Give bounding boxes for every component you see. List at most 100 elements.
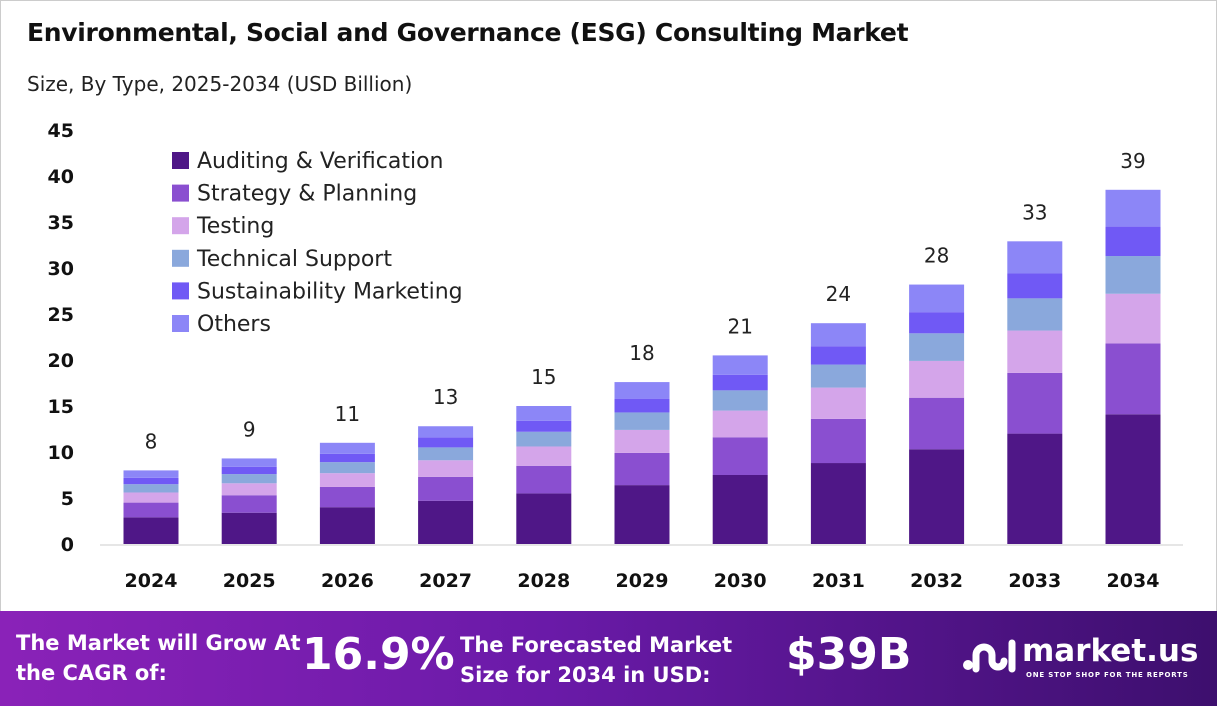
bar-segment [909, 312, 965, 334]
bar-segment [810, 463, 866, 544]
y-tick-label: 10 [48, 442, 74, 464]
bar-segment [1007, 372, 1063, 434]
legend-swatch [172, 282, 189, 300]
legend-swatch [172, 184, 189, 202]
bar-segment [516, 431, 572, 447]
bar-segment [614, 485, 670, 544]
bar-segment [810, 418, 866, 464]
bar-segment [123, 470, 179, 478]
logo-name: market.us [1022, 633, 1199, 669]
y-tick-label: 25 [48, 304, 74, 326]
bar-segment [712, 437, 768, 475]
cagr-label: The Market will Grow At the CAGR of: [16, 631, 301, 685]
bar-segment [1105, 414, 1161, 544]
bar-segment [516, 493, 572, 544]
bar-segment [712, 390, 768, 411]
bar-segment [1007, 433, 1063, 544]
y-tick-label: 45 [48, 120, 74, 142]
legend-label: Strategy & Planning [197, 182, 417, 207]
bar-segment [909, 284, 965, 313]
bar-chart: 0510152025303540458202492025112026132027… [48, 120, 1183, 592]
bar-segment [418, 460, 474, 477]
bar-segment [1105, 293, 1161, 344]
bar-segment [221, 483, 277, 496]
bar-segment [221, 495, 277, 513]
bar-segment [712, 475, 768, 544]
legend-label: Sustainability Marketing [197, 279, 463, 304]
bar-segment [909, 449, 965, 544]
y-tick-label: 40 [48, 166, 74, 188]
total-label: 33 [1022, 200, 1047, 224]
legend-label: Auditing & Verification [197, 149, 443, 174]
x-tick-label: 2031 [812, 570, 865, 592]
legend-swatch [172, 152, 189, 169]
x-tick-label: 2028 [517, 570, 570, 592]
x-tick-label: 2029 [616, 570, 669, 592]
bar-segment [614, 429, 670, 453]
x-tick-label: 2027 [419, 570, 472, 592]
y-tick-label: 30 [48, 258, 74, 280]
bar-segment [123, 477, 179, 485]
bar-segment [123, 517, 179, 544]
market-us-logo-icon [963, 639, 1016, 673]
total-label: 21 [727, 314, 752, 338]
bar-segment [1105, 343, 1161, 415]
bar-segment [1105, 189, 1161, 227]
bar-segment [810, 364, 866, 388]
bar-segment [221, 474, 277, 484]
bar-segment [1007, 273, 1063, 299]
bar-segment [123, 502, 179, 518]
total-label: 8 [145, 429, 158, 453]
total-label: 24 [826, 282, 851, 306]
bar-segment [712, 410, 768, 438]
bar-segment [319, 442, 375, 454]
bar-segment [712, 374, 768, 391]
total-label: 13 [433, 385, 458, 409]
bar-segment [319, 486, 375, 508]
bar-segment [221, 458, 277, 467]
legend-label: Others [197, 312, 271, 337]
bar-segment [319, 462, 375, 474]
total-label: 28 [924, 244, 949, 268]
bar-segment [418, 500, 474, 544]
bar-segment [516, 465, 572, 494]
chart-subtitle: Size, By Type, 2025-2034 (USD Billion) [27, 72, 413, 96]
logo-tagline: ONE STOP SHOP FOR THE REPORTS [1026, 671, 1189, 679]
bar-segment [909, 397, 965, 450]
y-tick-label: 35 [48, 212, 74, 234]
y-tick-label: 20 [48, 350, 74, 372]
bar-segment [516, 446, 572, 466]
bar-segment [418, 447, 474, 461]
bar-segment [221, 512, 277, 544]
chart-title: Environmental, Social and Governance (ES… [27, 18, 909, 47]
forecast-label: The Forecasted Market Size for 2034 in U… [460, 633, 733, 687]
x-tick-label: 2024 [125, 570, 178, 592]
bar-segment [614, 452, 670, 486]
legend-label: Testing [196, 214, 274, 239]
bar-segment [1007, 330, 1063, 373]
bar-segment [221, 466, 277, 475]
bar-segment [418, 426, 474, 438]
bar-segment [1105, 256, 1161, 294]
bar-segment [1007, 241, 1063, 274]
bar-segment [614, 398, 670, 413]
bar-segment [516, 406, 572, 421]
legend-label: Technical Support [196, 247, 392, 272]
total-label: 18 [629, 341, 654, 365]
total-label: 39 [1120, 149, 1145, 173]
legend-swatch [172, 315, 189, 332]
legend-swatch [172, 249, 189, 267]
bar-segment [516, 420, 572, 432]
total-label: 9 [243, 417, 256, 441]
bar-segment [418, 476, 474, 501]
x-tick-label: 2033 [1008, 570, 1061, 592]
bar-segment [909, 333, 965, 361]
bar-segment [1105, 226, 1161, 257]
bar-segment [712, 355, 768, 375]
legend-swatch [172, 217, 189, 235]
bar-segment [418, 437, 474, 448]
x-tick-label: 2030 [714, 570, 767, 592]
bar-segment [123, 484, 179, 493]
bar-segment [319, 453, 375, 463]
bar-segment [319, 507, 375, 544]
